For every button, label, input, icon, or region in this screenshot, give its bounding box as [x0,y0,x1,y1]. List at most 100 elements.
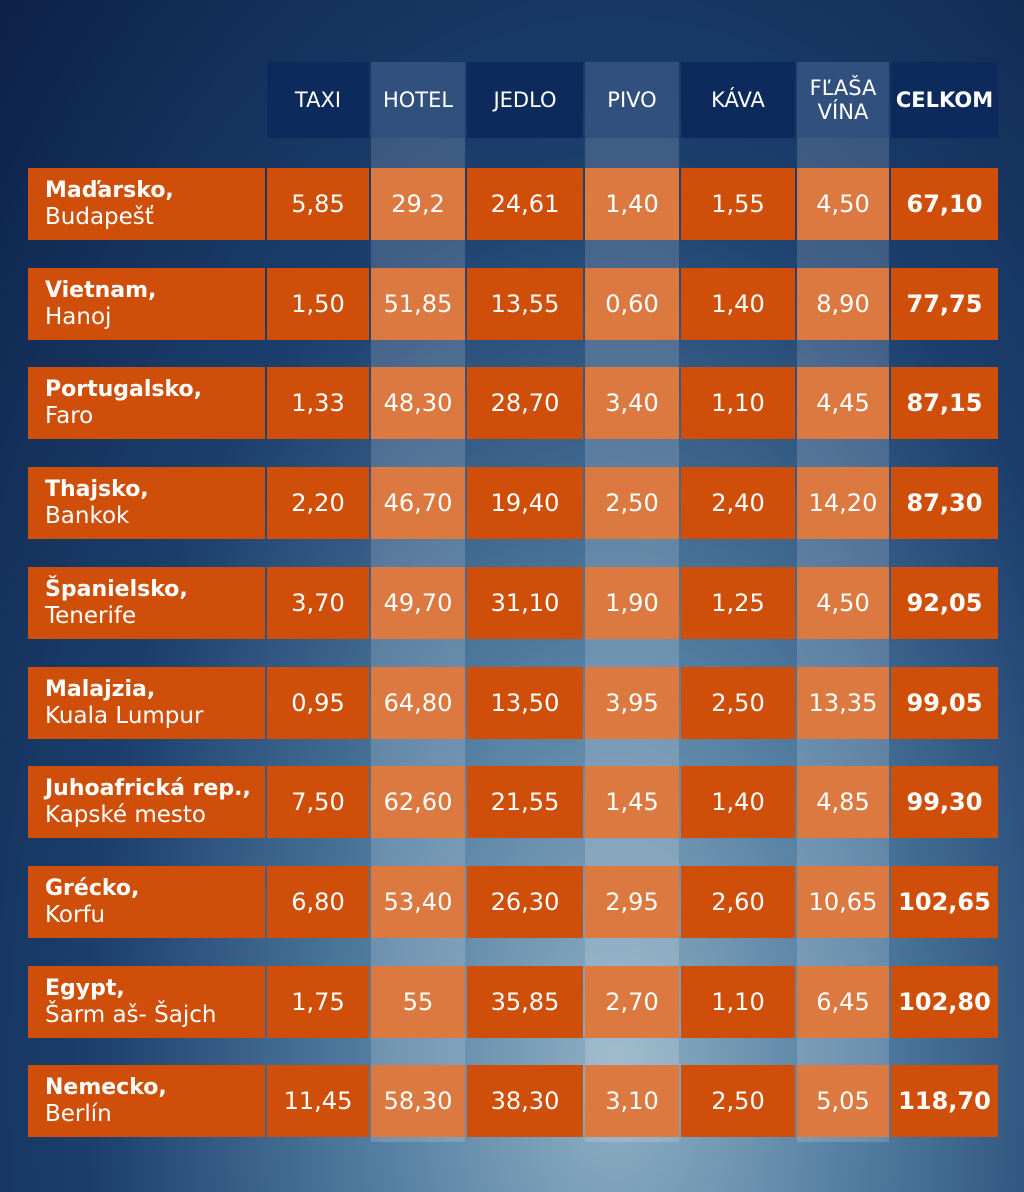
total-cell: 99,05 [891,667,998,739]
city: Šarm aš- Šajch [45,1002,217,1028]
price-cell: 58,30 [371,1065,465,1137]
price-cell: 55 [371,966,465,1038]
price-cell: 4,50 [797,567,889,639]
total-cell: 102,65 [891,866,998,938]
city: Tenerife [45,603,137,629]
row-label: Malajzia, Kuala Lumpur [28,667,265,739]
country: Maďarsko, [45,178,174,203]
row-label: Thajsko, Bankok [28,467,265,539]
country: Portugalsko, [45,377,203,402]
total-cell: 102,80 [891,966,998,1038]
price-cell: 11,45 [267,1065,369,1137]
total-cell: 118,70 [891,1065,998,1137]
country: Nemecko, [45,1075,167,1100]
city: Kuala Lumpur [45,703,204,729]
price-cell: 64,80 [371,667,465,739]
row-label: Egypt, Šarm aš- Šajch [28,966,265,1038]
price-cell: 2,60 [681,866,795,938]
column-header: JEDLO [467,62,583,138]
price-cell: 7,50 [267,766,369,838]
country: Vietnam, [45,278,157,303]
row-label: Nemecko, Berlín [28,1065,265,1137]
total-cell: 67,10 [891,168,998,240]
price-cell: 19,40 [467,467,583,539]
price-cell: 13,50 [467,667,583,739]
row-label: Vietnam, Hanoj [28,268,265,340]
price-cell: 5,85 [267,168,369,240]
price-cell: 0,95 [267,667,369,739]
price-cell: 3,70 [267,567,369,639]
price-cell: 35,85 [467,966,583,1038]
city: Budapešť [45,204,154,230]
total-cell: 87,15 [891,367,998,439]
price-cell: 2,40 [681,467,795,539]
price-cell: 26,30 [467,866,583,938]
price-cell: 2,50 [681,667,795,739]
price-cell: 3,40 [585,367,679,439]
total-cell: 87,30 [891,467,998,539]
price-cell: 6,80 [267,866,369,938]
city: Berlín [45,1101,112,1127]
price-cell: 49,70 [371,567,465,639]
price-cell: 1,40 [681,766,795,838]
price-cell: 31,10 [467,567,583,639]
price-cell: 4,45 [797,367,889,439]
price-cell: 1,33 [267,367,369,439]
price-cell: 14,20 [797,467,889,539]
price-cell: 8,90 [797,268,889,340]
price-cell: 29,2 [371,168,465,240]
price-cell: 1,75 [267,966,369,1038]
column-header: FĽAŠA VÍNA [797,62,889,138]
price-cell: 46,70 [371,467,465,539]
price-cell: 2,50 [681,1065,795,1137]
price-cell: 6,45 [797,966,889,1038]
column-header: CELKOM [891,62,998,138]
column-header: KÁVA [681,62,795,138]
price-cell: 38,30 [467,1065,583,1137]
row-label: Maďarsko, Budapešť [28,168,265,240]
total-cell: 99,30 [891,766,998,838]
total-cell: 92,05 [891,567,998,639]
row-label: Portugalsko, Faro [28,367,265,439]
price-cell: 2,50 [585,467,679,539]
price-cell: 24,61 [467,168,583,240]
price-cell: 13,55 [467,268,583,340]
city: Hanoj [45,304,112,330]
row-label: Juhoafrická rep., Kapské mesto [28,766,265,838]
price-cell: 48,30 [371,367,465,439]
price-cell: 1,90 [585,567,679,639]
country: Španielsko, [45,577,188,602]
country: Thajsko, [45,477,149,502]
price-cell: 2,95 [585,866,679,938]
country: Juhoafrická rep., [45,776,251,801]
city: Bankok [45,503,130,529]
price-cell: 10,65 [797,866,889,938]
price-cell: 5,05 [797,1065,889,1137]
price-cell: 53,40 [371,866,465,938]
column-header: PIVO [585,62,679,138]
total-cell: 77,75 [891,268,998,340]
price-cell: 1,50 [267,268,369,340]
price-cell: 28,70 [467,367,583,439]
country: Egypt, [45,976,125,1001]
price-cell: 1,10 [681,367,795,439]
price-cell: 1,40 [681,268,795,340]
price-cell: 1,55 [681,168,795,240]
row-label: Grécko, Korfu [28,866,265,938]
price-cell: 1,45 [585,766,679,838]
price-cell: 13,35 [797,667,889,739]
column-header: HOTEL [371,62,465,138]
price-cell: 3,10 [585,1065,679,1137]
country: Malajzia, [45,677,156,702]
price-cell: 1,10 [681,966,795,1038]
price-cell: 4,50 [797,168,889,240]
price-cell: 1,25 [681,567,795,639]
price-cell: 21,55 [467,766,583,838]
country: Grécko, [45,876,140,901]
price-cell: 0,60 [585,268,679,340]
price-cell: 2,20 [267,467,369,539]
price-cell: 4,85 [797,766,889,838]
column-header: TAXI [267,62,369,138]
city: Faro [45,403,94,429]
